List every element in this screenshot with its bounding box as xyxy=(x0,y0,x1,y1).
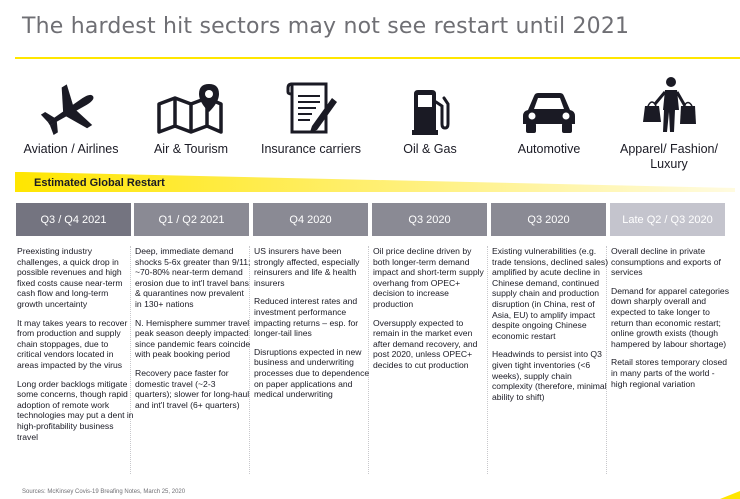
sector-label: Automotive xyxy=(517,142,581,156)
column-divider xyxy=(368,246,369,474)
restart-label: Estimated Global Restart xyxy=(34,177,165,189)
paragraph: Oversupply expected to remain in the mar… xyxy=(373,317,478,370)
page-title: The hardest hit sectors may not see rest… xyxy=(22,14,630,39)
timeline-header-2: Q1 / Q2 2021 xyxy=(134,203,249,236)
paragraph: Retail stores temporary closed in many p… xyxy=(611,357,728,389)
paragraph: Disruptions expected in new business and… xyxy=(254,346,370,400)
sector-label: Oil & Gas xyxy=(403,142,457,156)
sector-label: Apparel/ Fashion/ Luxury xyxy=(620,142,718,171)
paragraph: Preexisting industry challenges, a quick… xyxy=(17,246,123,309)
car-icon xyxy=(494,74,604,136)
paragraph: Oil price decline driven by both longer-… xyxy=(373,246,484,309)
sector-apparel: Apparel/ Fashion/ Luxury xyxy=(614,74,724,172)
restart-gradient-bar xyxy=(15,172,735,192)
column-divider xyxy=(606,246,607,474)
column-oil-gas: Oil price decline driven by both longer-… xyxy=(373,246,490,379)
sector-air-tourism: Air & Tourism xyxy=(136,74,246,157)
paragraph: Existing vulnerabilities (e.g. trade ten… xyxy=(492,246,609,341)
column-insurance: US insurers have been strongly affected,… xyxy=(254,246,371,408)
column-divider xyxy=(130,246,131,474)
shopping-bags-icon xyxy=(614,74,724,136)
sector-automotive: Automotive xyxy=(494,74,604,157)
paragraph: N. Hemisphere summer travel peak season … xyxy=(135,317,251,360)
paragraph: Reduced interest rates and investment pe… xyxy=(254,296,359,339)
column-divider xyxy=(249,246,250,474)
corner-accent xyxy=(720,491,740,499)
column-automotive: Existing vulnerabilities (e.g. trade ten… xyxy=(492,246,609,410)
timeline-header-6: Late Q2 / Q3 2020 xyxy=(610,203,725,236)
paragraph: Recovery pace faster for domestic travel… xyxy=(135,367,250,410)
timeline-header-4: Q3 2020 xyxy=(372,203,487,236)
paragraph: US insurers have been strongly affected,… xyxy=(254,246,360,288)
fuel-pump-icon xyxy=(375,74,485,136)
map-pin-icon xyxy=(136,74,246,136)
source-note: Sources: McKinsey Covis-19 Breafing Note… xyxy=(22,489,186,495)
column-air-tourism: Deep, immediate demand shocks 5-6x great… xyxy=(135,246,252,418)
airplane-icon xyxy=(16,74,126,136)
column-apparel: Overall decline in private consumptions … xyxy=(611,246,731,397)
paragraph: Demand for apparel categories down sharp… xyxy=(611,285,729,349)
document-pen-icon xyxy=(256,74,366,136)
timeline-header-5: Q3 2020 xyxy=(491,203,606,236)
paragraph: Overall decline in private consumptions … xyxy=(611,246,721,278)
sector-label: Air & Tourism xyxy=(153,142,229,156)
sector-aviation: Aviation / Airlines xyxy=(16,74,126,157)
sector-label: Insurance carriers xyxy=(260,142,362,156)
timeline-header-3: Q4 2020 xyxy=(253,203,368,236)
paragraph: Headwinds to persist into Q3 given tight… xyxy=(492,349,607,402)
sector-oil-gas: Oil & Gas xyxy=(375,74,485,157)
column-divider xyxy=(487,246,488,474)
paragraph: Long order backlogs mitigate some concer… xyxy=(17,378,134,442)
sector-label: Aviation / Airlines xyxy=(23,142,119,156)
column-aviation: Preexisting industry challenges, a quick… xyxy=(17,246,134,450)
paragraph: It may takes years to recover from produ… xyxy=(17,317,128,370)
paragraph: Deep, immediate demand shocks 5-6x great… xyxy=(135,246,251,309)
sector-insurance: Insurance carriers xyxy=(256,74,366,157)
timeline-header-1: Q3 / Q4 2021 xyxy=(16,203,131,236)
title-underline xyxy=(15,57,740,59)
